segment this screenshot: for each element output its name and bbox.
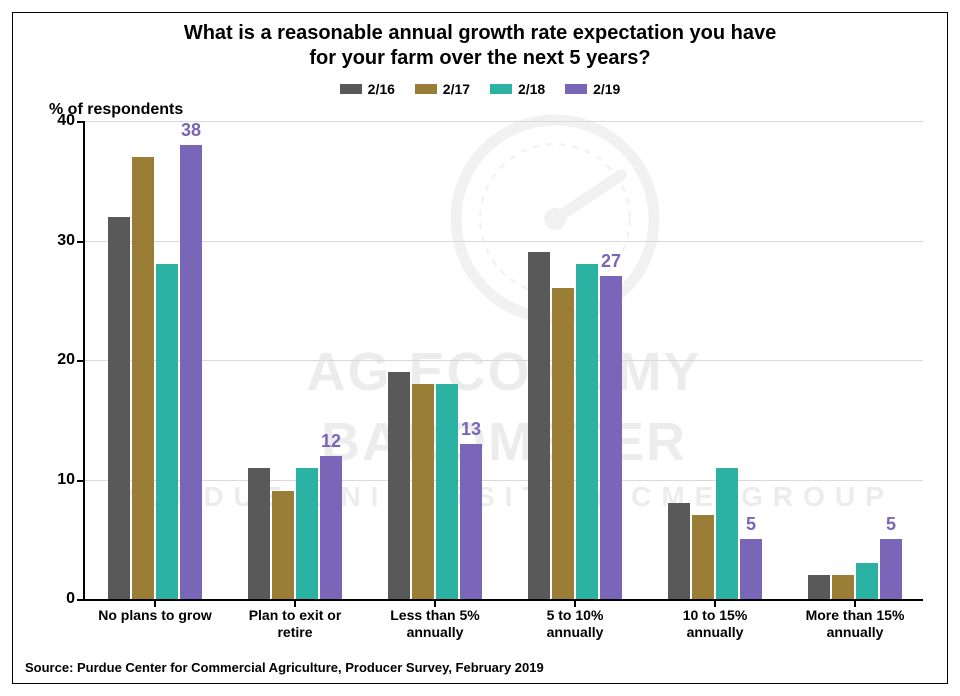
- bar: [388, 372, 410, 599]
- bar: [668, 503, 690, 599]
- plot-area: AG ECONOMY BAROMETER PURDUE UNIVERSITY /…: [83, 121, 923, 601]
- legend-swatch-2-19: [565, 84, 587, 94]
- legend-swatch-2-17: [415, 84, 437, 94]
- watermark-line-1: AG ECONOMY: [85, 341, 923, 403]
- bar: [132, 157, 154, 599]
- bar: [436, 384, 458, 599]
- legend-label-2-19: 2/19: [593, 81, 620, 97]
- x-tick-label: More than 15%annually: [785, 607, 925, 641]
- y-tick-label: 30: [57, 232, 75, 250]
- bar: [156, 264, 178, 599]
- legend-item-2-16: 2/16: [340, 81, 395, 97]
- legend-label-2-17: 2/17: [443, 81, 470, 97]
- bar: 38: [180, 145, 202, 599]
- bar: [272, 491, 294, 599]
- watermark-line-2: BAROMETER: [85, 411, 923, 473]
- bar: 27: [600, 276, 622, 599]
- legend-label-2-18: 2/18: [518, 81, 545, 97]
- legend-swatch-2-18: [490, 84, 512, 94]
- source-text: Source: Purdue Center for Commercial Agr…: [25, 660, 544, 675]
- watermark-line-3: PURDUE UNIVERSITY / CME GROUP: [85, 481, 923, 513]
- x-tick-label: No plans to grow: [85, 607, 225, 624]
- bar: 5: [880, 539, 902, 599]
- bar: [856, 563, 878, 599]
- y-tick-label: 20: [57, 351, 75, 369]
- grid-line: [85, 480, 923, 481]
- legend-item-2-18: 2/18: [490, 81, 545, 97]
- x-tick-mark: [294, 599, 296, 607]
- chart-frame: What is a reasonable annual growth rate …: [12, 12, 948, 684]
- legend-label-2-16: 2/16: [368, 81, 395, 97]
- title-line-2: for your farm over the next 5 years?: [309, 47, 650, 69]
- x-tick-mark: [434, 599, 436, 607]
- bar: [692, 515, 714, 599]
- legend-swatch-2-16: [340, 84, 362, 94]
- bar: [528, 252, 550, 599]
- grid-line: [85, 241, 923, 242]
- bar-value-label: 13: [441, 419, 501, 440]
- y-tick-mark: [77, 480, 85, 482]
- x-tick-label: Plan to exit orretire: [225, 607, 365, 641]
- grid-line: [85, 360, 923, 361]
- chart-title: What is a reasonable annual growth rate …: [13, 21, 947, 71]
- legend-item-2-17: 2/17: [415, 81, 470, 97]
- bar: [296, 468, 318, 599]
- bar: [108, 217, 130, 599]
- bar: [832, 575, 854, 599]
- y-tick-label: 40: [57, 112, 75, 130]
- x-tick-mark: [154, 599, 156, 607]
- title-line-1: What is a reasonable annual growth rate …: [184, 22, 776, 44]
- x-tick-label: 10 to 15%annually: [645, 607, 785, 641]
- bar: [412, 384, 434, 599]
- bar-value-label: 38: [161, 120, 221, 141]
- y-tick-mark: [77, 241, 85, 243]
- bar: 5: [740, 539, 762, 599]
- bar: 12: [320, 456, 342, 599]
- bar: [248, 468, 270, 599]
- x-tick-mark: [854, 599, 856, 607]
- x-tick-label: Less than 5%annually: [365, 607, 505, 641]
- bar: 13: [460, 444, 482, 599]
- bar-value-label: 5: [861, 514, 921, 535]
- y-tick-label: 0: [66, 590, 75, 608]
- bar: [552, 288, 574, 599]
- bar-value-label: 27: [581, 251, 641, 272]
- bar-value-label: 5: [721, 514, 781, 535]
- y-tick-mark: [77, 360, 85, 362]
- bar-value-label: 12: [301, 431, 361, 452]
- x-tick-label: 5 to 10%annually: [505, 607, 645, 641]
- x-tick-mark: [714, 599, 716, 607]
- bar: [808, 575, 830, 599]
- legend-item-2-19: 2/19: [565, 81, 620, 97]
- bar: [576, 264, 598, 599]
- y-tick-mark: [77, 599, 85, 601]
- y-tick-mark: [77, 121, 85, 123]
- legend: 2/16 2/17 2/18 2/19: [13, 81, 947, 97]
- y-tick-label: 10: [57, 471, 75, 489]
- x-tick-mark: [574, 599, 576, 607]
